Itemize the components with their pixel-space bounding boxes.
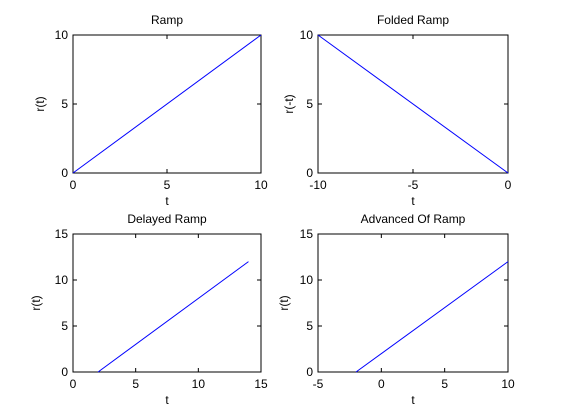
- ticks: 0 5 10 15 0 5 10 15: [55, 227, 268, 391]
- y-tick-label: 10: [55, 28, 69, 42]
- x-axis-label: t: [411, 194, 415, 208]
- chart-title: Ramp: [151, 13, 183, 27]
- x-tick-label: 0: [378, 377, 385, 391]
- ticks: 0 5 10 0 5 10: [55, 28, 268, 192]
- x-axis-label: t: [165, 194, 169, 208]
- y-tick-label: 0: [306, 365, 313, 379]
- series-group: [72, 34, 262, 174]
- series-group: [97, 261, 249, 373]
- y-axis-label: r(t): [277, 295, 291, 310]
- subplot-delayed-ramp: 0 5 10 15 0 5 10 15 Delayed Ramp t r(t): [29, 212, 268, 407]
- x-tick-label: -10: [309, 178, 327, 192]
- y-tick-label: 0: [61, 166, 68, 180]
- series-line: [97, 261, 249, 373]
- chart-title: Advanced Of Ramp: [361, 212, 466, 226]
- chart-title: Delayed Ramp: [127, 212, 207, 226]
- y-tick-label: 5: [61, 319, 68, 333]
- series-line: [355, 261, 509, 373]
- plot-area: [72, 233, 262, 373]
- x-tick-label: 0: [70, 178, 77, 192]
- y-tick-label: 15: [300, 227, 314, 241]
- series-group: [317, 34, 509, 174]
- subplot-ramp: 0 5 10 0 5 10 Ramp t r(t): [33, 13, 268, 208]
- series-group: [355, 261, 509, 373]
- ticks: -10 -5 0 0 5 10: [300, 28, 512, 192]
- x-tick-label: 10: [192, 377, 206, 391]
- x-tick-label: 0: [70, 377, 77, 391]
- y-tick-label: 5: [306, 319, 313, 333]
- y-tick-label: 10: [300, 273, 314, 287]
- y-tick-label: 10: [300, 28, 314, 42]
- chart-title: Folded Ramp: [377, 13, 449, 27]
- y-axis-label: r(t): [29, 295, 43, 310]
- y-axis-label: r(-t): [282, 94, 296, 113]
- x-tick-label: -5: [408, 178, 419, 192]
- y-tick-label: 0: [306, 166, 313, 180]
- y-tick-label: 15: [55, 227, 69, 241]
- x-tick-label: 5: [441, 377, 448, 391]
- y-tick-label: 5: [306, 97, 313, 111]
- y-axis-label: r(t): [33, 96, 47, 111]
- x-tick-label: 10: [254, 178, 268, 192]
- x-tick-label: -5: [313, 377, 324, 391]
- x-tick-label: 0: [505, 178, 512, 192]
- x-tick-label: 5: [164, 178, 171, 192]
- x-tick-label: 5: [132, 377, 139, 391]
- x-axis-label: t: [411, 393, 415, 407]
- series-line: [317, 34, 509, 174]
- subplot-folded-ramp: -10 -5 0 0 5 10 Folded Ramp t r(-t): [282, 13, 512, 208]
- y-tick-label: 10: [55, 273, 69, 287]
- x-tick-label: 10: [501, 377, 515, 391]
- series-line: [72, 34, 262, 174]
- y-tick-label: 5: [61, 97, 68, 111]
- y-tick-label: 0: [61, 365, 68, 379]
- x-tick-label: 15: [254, 377, 268, 391]
- plot-area: [317, 233, 509, 373]
- x-axis-label: t: [165, 393, 169, 407]
